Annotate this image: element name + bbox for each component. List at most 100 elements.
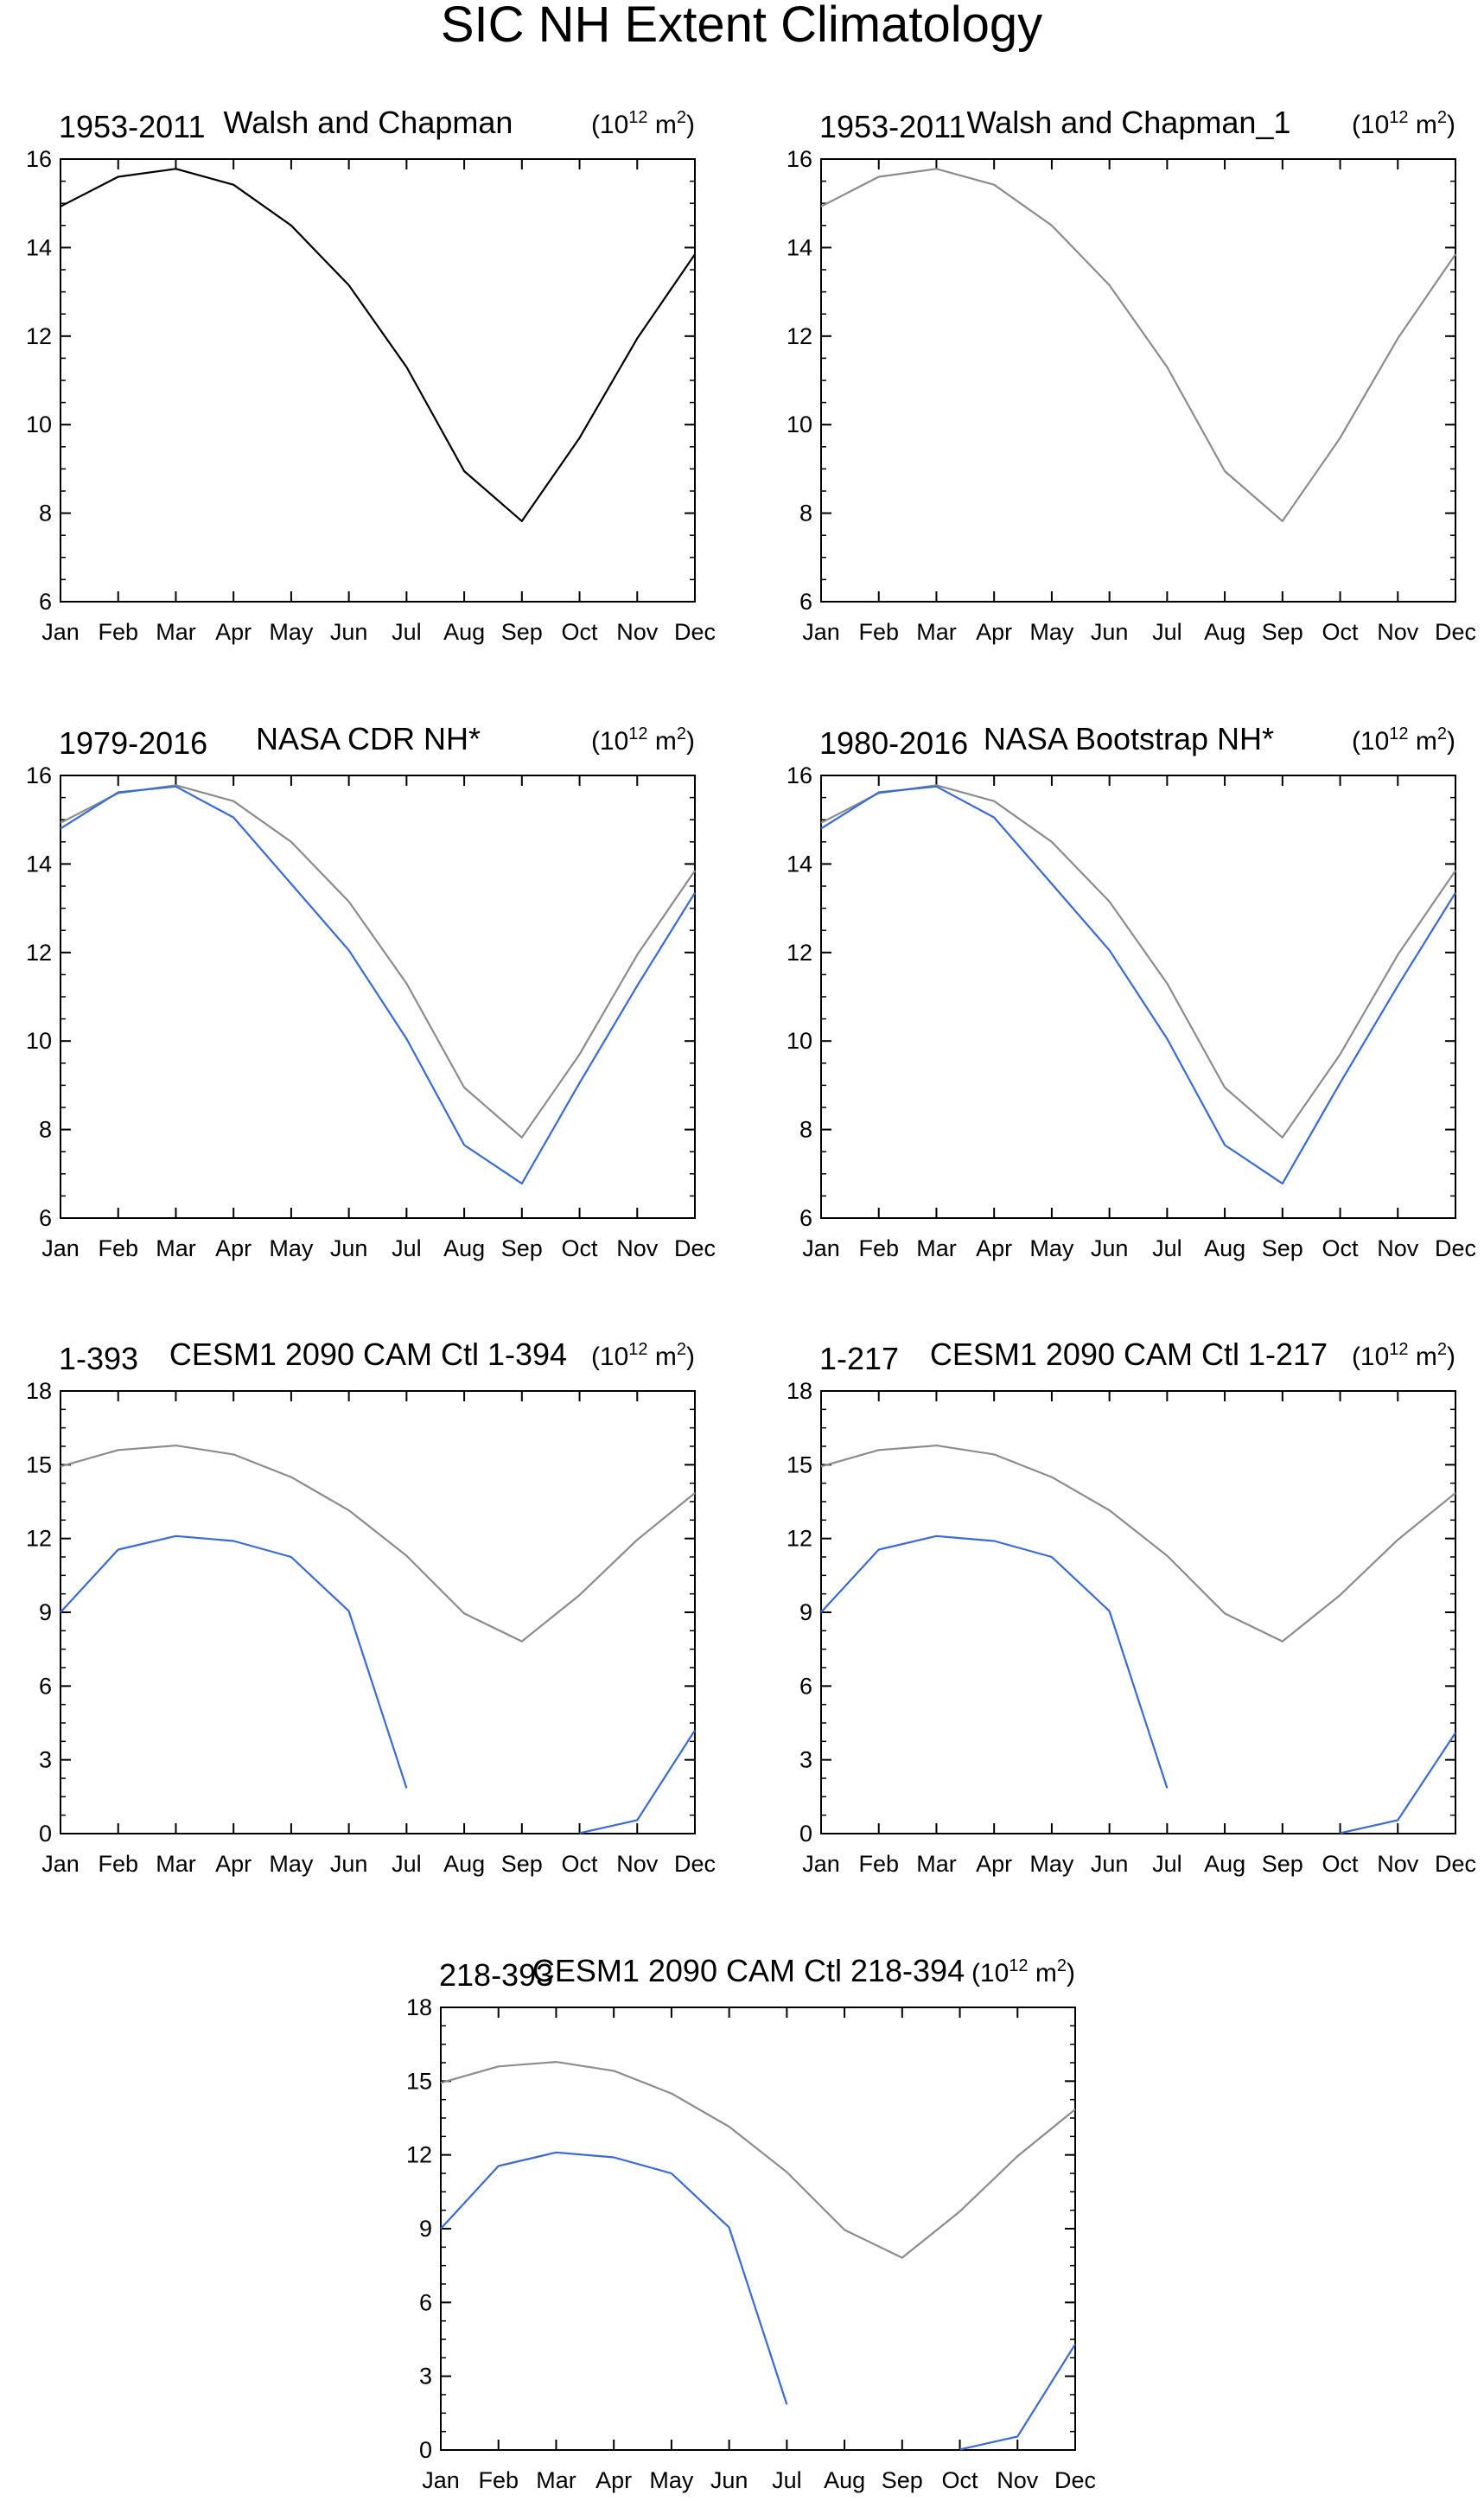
x-tick-label: Mar [156,1851,196,1877]
x-tick-label: Oct [1322,1851,1360,1877]
x-tick-label: Sep [501,1235,543,1261]
y-tick-label: 8 [799,1117,812,1143]
y-tick-label: 10 [26,1028,52,1054]
y-tick-label: 9 [799,1599,812,1625]
center-title: CESM1 2090 CAM Ctl 218-394 [532,1953,965,1988]
x-tick-label: Oct [562,619,599,645]
y-tick-label: 6 [799,589,812,615]
left-title: 1953-2011 [819,109,966,144]
y-tick-label: 18 [787,1378,812,1404]
x-tick-label: Aug [443,1851,485,1877]
x-tick-label: Nov [1377,1235,1419,1261]
x-tick-label: Sep [501,619,543,645]
series-line-reference [820,1445,1456,1643]
y-tick-label: 15 [26,1451,52,1477]
x-tick-label: Dec [1054,2467,1096,2493]
units-mid: m [1029,1959,1057,1987]
x-tick-label: Aug [443,619,485,645]
center-title: Walsh and Chapman [224,105,513,140]
x-tick-label: Mar [916,619,957,645]
x-tick-label: Mar [156,1235,196,1261]
series-line-model [60,785,696,1185]
x-tick-label: Apr [215,1851,252,1877]
units-base: (10 [971,1959,1009,1987]
left-title: 1-393 [59,1341,138,1376]
plot-frame [60,775,696,1219]
x-tick-label: Aug [824,2467,865,2493]
units-mid: m [1409,1343,1437,1371]
y-tick-label: 14 [26,234,52,260]
units-exponent: 12 [1389,1340,1408,1359]
x-tick-label: Jan [41,1235,80,1261]
x-tick-label: Apr [976,1851,1012,1877]
x-tick-label: Jan [802,1235,840,1261]
x-tick-label: Sep [1262,1235,1303,1261]
x-tick-label: Mar [916,1235,957,1261]
x-tick-label: Aug [1204,1235,1245,1261]
x-tick-label: Feb [478,2467,519,2493]
units-mid: m [648,1343,677,1371]
units-exponent: 12 [1389,724,1408,743]
plot-frame [820,158,1456,603]
series-line-model [820,785,1456,1185]
chart-panel-7: Jan Feb Mar Apr May Jun Jul Aug Sep Oct Nov Dec 0 3 6 9… [406,1953,1096,2493]
y-tick-label: 14 [787,851,812,877]
units-mid: m [648,727,677,756]
x-tick-label: Apr [215,619,252,645]
x-tick-label: Jan [802,1851,840,1877]
units-close: ) [686,727,695,756]
center-title: NASA Bootstrap NH* [984,721,1274,756]
series-line-reference [60,1445,696,1643]
y-tick-label: 3 [39,1747,52,1773]
left-title: 1-217 [819,1341,899,1376]
x-tick-label: Jul [392,1235,422,1261]
units-exponent2: 2 [1437,108,1447,127]
y-tick-label: 15 [406,2068,432,2094]
x-tick-label: Jun [330,619,368,645]
plot-frame [60,158,696,603]
units-exponent2: 2 [677,108,686,127]
x-tick-label: Jun [330,1851,368,1877]
left-title: 1980-2016 [819,725,968,761]
units-mid: m [648,111,677,139]
plot-frame [820,1390,1456,1834]
units-exponent2: 2 [1057,1956,1067,1975]
y-tick-label: 16 [787,762,812,788]
x-tick-label: Jul [392,619,422,645]
left-title: 1953-2011 [59,109,206,144]
series-line-reference [60,168,696,522]
x-tick-label: Oct [1322,619,1360,645]
y-tick-label: 12 [26,1526,52,1552]
x-tick-label: Apr [596,2467,632,2493]
x-tick-label: Jul [1152,619,1182,645]
units-base: (10 [1352,111,1389,139]
series-line-model [820,1534,1456,1834]
series-line-reference [820,784,1456,1139]
units-close: ) [1067,1959,1075,1987]
center-title: NASA CDR NH* [256,721,481,756]
x-tick-label: Feb [858,1851,899,1877]
x-tick-label: Nov [616,619,659,645]
x-tick-label: Feb [98,1851,138,1877]
y-tick-label: 14 [787,234,812,260]
chart-panel-3: Jan Feb Mar Apr May Jun Jul Aug Sep Oct Nov Dec 6 8 10… [26,721,716,1261]
x-tick-label: Nov [616,1235,659,1261]
y-tick-label: 6 [799,1205,812,1231]
y-tick-label: 12 [787,1526,812,1552]
x-tick-label: Jul [1152,1851,1182,1877]
units-label: (1012 m2) [591,1340,695,1371]
left-title: 1979-2016 [59,725,207,761]
y-tick-label: 6 [799,1673,812,1699]
y-tick-label: 12 [26,323,52,349]
y-tick-label: 9 [419,2216,432,2242]
x-tick-label: Sep [501,1851,543,1877]
center-title: Walsh and Chapman_1 [967,105,1291,140]
y-tick-label: 18 [406,1994,432,2020]
x-tick-label: Oct [1322,1235,1360,1261]
units-mid: m [1409,111,1437,139]
x-tick-label: Dec [674,1851,716,1877]
x-tick-label: Jul [1152,1235,1182,1261]
x-tick-label: Jul [772,2467,802,2493]
y-tick-label: 6 [419,2289,432,2315]
x-tick-label: Nov [1377,1851,1419,1877]
